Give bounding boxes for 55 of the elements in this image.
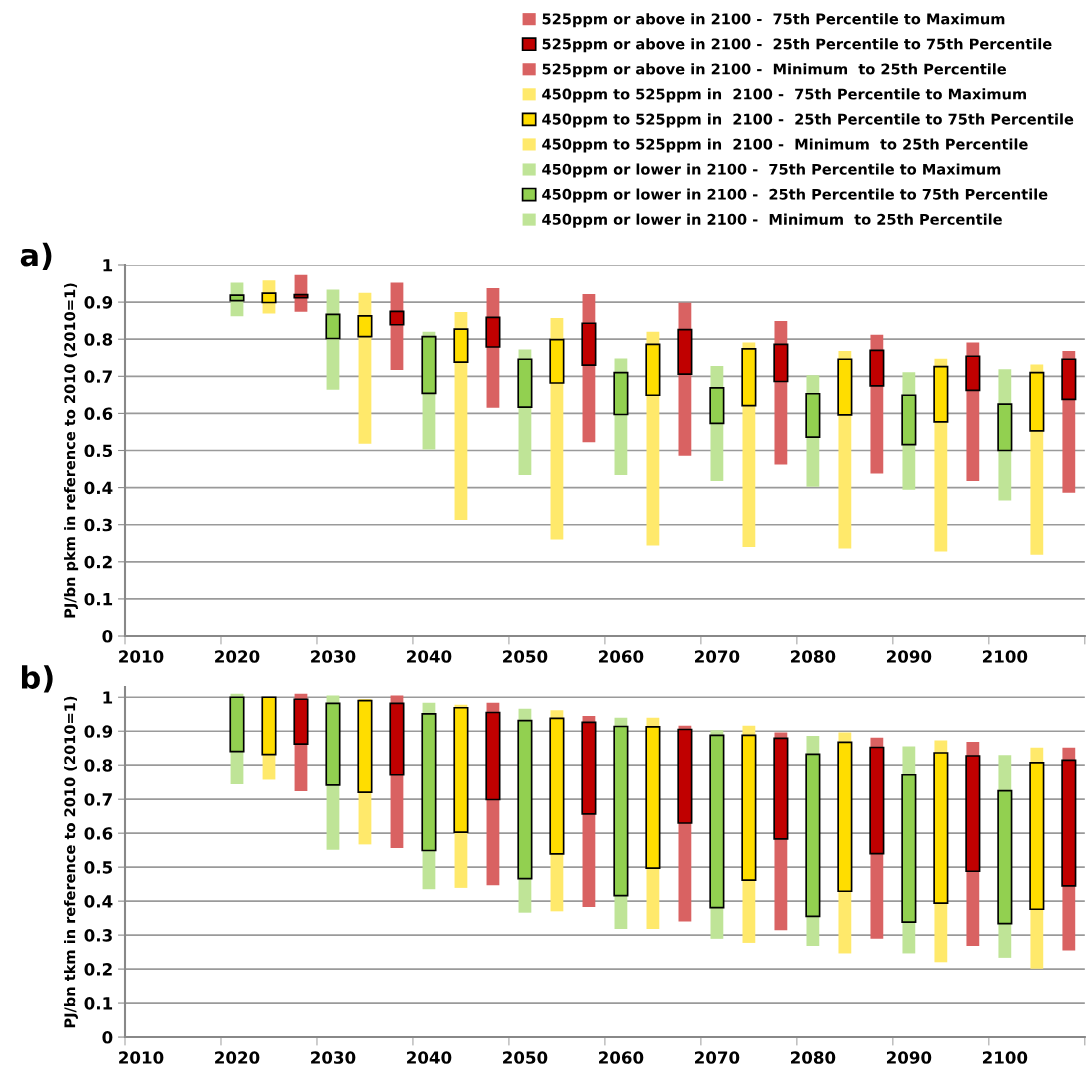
x-tick-label: 2020 bbox=[215, 650, 260, 663]
x-tick-label: 2080 bbox=[791, 1051, 836, 1064]
legend-label: 525ppm or above in 2100 - Minimum to 25th Percentile bbox=[542, 63, 1006, 78]
y-tick-label: 0.3 bbox=[84, 518, 112, 532]
y-tick-label: 0.7 bbox=[84, 370, 112, 383]
x-tick-label: 2030 bbox=[311, 1051, 356, 1064]
y-tick-label: 0 bbox=[102, 629, 113, 643]
legend-label: 525ppm or above in 2100 - 25th Percentile to 75th Percentile bbox=[542, 38, 1052, 53]
y-tick-label: 0.2 bbox=[84, 555, 112, 569]
y-tick-label: 0.8 bbox=[84, 333, 113, 346]
x-tick-label: 2050 bbox=[503, 650, 548, 663]
x-tick-label: 2060 bbox=[599, 1051, 644, 1064]
y-tick-label: 0.7 bbox=[84, 793, 112, 806]
y-tick-label: 0.2 bbox=[84, 963, 112, 976]
x-tick-label: 2050 bbox=[503, 1051, 548, 1064]
x-tick-label: 2030 bbox=[311, 650, 356, 663]
legend-label: 450ppm to 525ppm in 2100 - 75th Percentile to Maximum bbox=[542, 88, 1026, 103]
x-tick-label: 2060 bbox=[599, 650, 644, 663]
x-tick-label: 2070 bbox=[695, 1051, 740, 1064]
x-tick-label: 2080 bbox=[791, 650, 836, 663]
y-tick-label: 0.9 bbox=[84, 296, 113, 309]
legend-label: 450ppm or lower in 2100 - Minimum to 25th Percentile bbox=[542, 213, 1002, 228]
legend-label: 525ppm or above in 2100 - 75th Percentile to Maximum bbox=[542, 13, 1005, 28]
text: b) bbox=[21, 665, 53, 693]
legend-label: 450ppm or lower in 2100 - 75th Percentile to Maximum bbox=[542, 163, 1001, 178]
x-tick-label: 2070 bbox=[695, 650, 740, 663]
y-tick-label: 0 bbox=[102, 1031, 113, 1044]
y-tick-label: 0.4 bbox=[84, 481, 113, 495]
x-tick-label: 2100 bbox=[982, 1051, 1028, 1064]
x-tick-label: 2010 bbox=[119, 650, 164, 663]
x-tick-label: 2090 bbox=[886, 1051, 932, 1064]
y-axis-title: PJ/bn pkm in reference to 2010 (2010=1) bbox=[64, 283, 79, 618]
y-tick-label: 0.5 bbox=[84, 444, 113, 458]
x-tick-label: 2020 bbox=[215, 1051, 260, 1064]
y-axis-title: PJ/bn tkm in reference to 2010 (2010=1) bbox=[64, 696, 79, 1028]
legend-label: 450ppm to 525ppm in 2100 - Minimum to 25th Percentile bbox=[542, 138, 1028, 153]
y-tick-label: 0.3 bbox=[84, 929, 112, 942]
x-tick-label: 2090 bbox=[886, 650, 932, 663]
y-tick-label: 0.6 bbox=[84, 407, 113, 420]
y-tick-label: 0.1 bbox=[84, 997, 113, 1010]
text: a) bbox=[20, 242, 52, 271]
x-tick-label: 2040 bbox=[407, 650, 452, 663]
y-tick-label: 0.1 bbox=[84, 592, 113, 606]
x-tick-label: 2010 bbox=[119, 1051, 164, 1064]
legend-label: 450ppm to 525ppm in 2100 - 25th Percentile to 75th Percentile bbox=[542, 113, 1074, 128]
y-tick-label: 0.6 bbox=[84, 827, 113, 840]
x-tick-label: 2040 bbox=[407, 1051, 452, 1064]
legend-label: 450ppm or lower in 2100 - 25th Percentile to 75th Percentile bbox=[542, 188, 1048, 203]
y-tick-label: 0.8 bbox=[84, 759, 113, 772]
y-tick-label: 0.9 bbox=[84, 725, 113, 738]
x-tick-label: 2100 bbox=[982, 650, 1028, 663]
y-tick-label: 1 bbox=[103, 691, 113, 704]
y-tick-label: 0.5 bbox=[84, 861, 113, 874]
y-tick-label: 1 bbox=[103, 259, 113, 272]
y-tick-label: 0.4 bbox=[84, 895, 113, 908]
